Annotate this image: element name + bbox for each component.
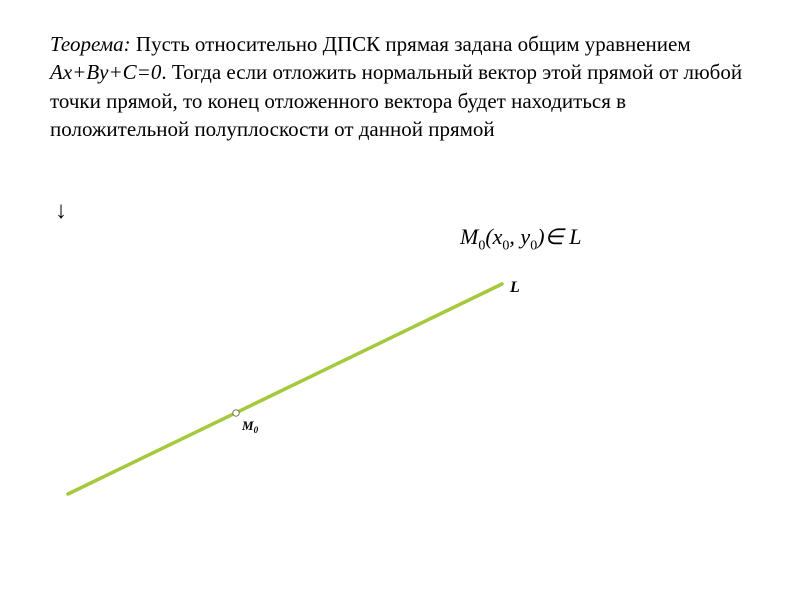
formula-open: ( [485,224,492,249]
line-label-L: L [509,279,520,296]
theorem-equation: Ax+By+C=0 [50,60,161,84]
formula-comma: , [509,224,520,249]
formula-in: ∈ [545,224,564,249]
formula-x: x [493,224,503,249]
formula-close: ) [537,224,544,249]
point-label-sub: 0 [254,425,259,435]
theorem-text: Теорема: Пусть относительно ДПСК прямая … [50,30,750,143]
formula-y: y [520,224,530,249]
slide: Теорема: Пусть относительно ДПСК прямая … [0,0,800,600]
down-arrow-icon: ↓ [55,198,67,225]
point-m0 [233,410,239,416]
theorem-label: Теорема: [50,32,131,56]
formula-M: M [460,224,478,249]
line-L [68,284,502,494]
point-label-M: M [241,418,254,433]
formula-m0-in-l: M0(x0, y0)∈ L [460,224,581,254]
line-diagram: L M0 [50,260,550,520]
theorem-body-1: Пусть относительно ДПСК прямая задана об… [131,32,691,56]
formula-L: L [564,224,582,249]
point-label-m0: M0 [241,418,259,435]
